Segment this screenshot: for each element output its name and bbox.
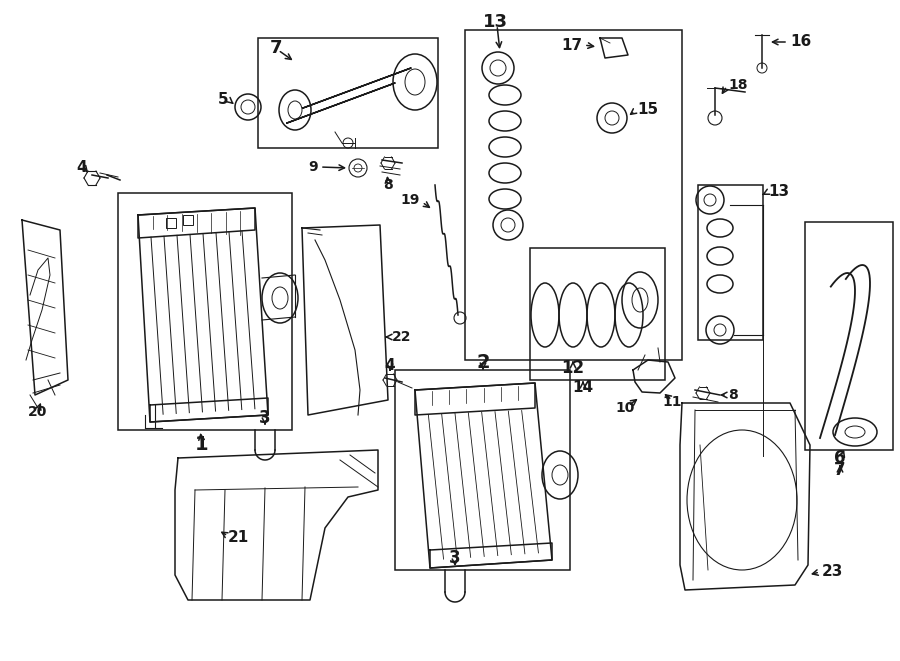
Text: 18: 18 <box>728 78 748 92</box>
Bar <box>166 218 176 228</box>
Text: 4: 4 <box>384 358 395 373</box>
Text: 4: 4 <box>76 159 87 175</box>
Text: 13: 13 <box>768 184 789 200</box>
Text: 12: 12 <box>562 359 585 377</box>
Text: 8: 8 <box>728 388 738 402</box>
Bar <box>258 38 438 148</box>
Text: 2: 2 <box>476 352 490 371</box>
Text: 7: 7 <box>834 461 846 479</box>
Text: 15: 15 <box>637 102 658 118</box>
Text: 21: 21 <box>228 531 249 545</box>
Text: 22: 22 <box>392 330 411 344</box>
Text: 1: 1 <box>195 436 209 455</box>
Text: 3: 3 <box>449 549 461 567</box>
Bar <box>530 248 665 380</box>
Text: 10: 10 <box>616 401 634 415</box>
Text: 6: 6 <box>834 449 846 467</box>
Text: 13: 13 <box>482 13 508 31</box>
Bar <box>465 30 682 360</box>
Text: 3: 3 <box>259 409 271 427</box>
Bar <box>118 193 292 430</box>
Text: 8: 8 <box>383 178 393 192</box>
Text: 5: 5 <box>218 93 228 108</box>
Bar <box>698 185 763 340</box>
Bar <box>395 370 570 570</box>
Text: 9: 9 <box>309 160 318 174</box>
Text: 11: 11 <box>662 395 682 409</box>
Text: 23: 23 <box>822 564 843 580</box>
Text: 7: 7 <box>270 39 283 57</box>
Text: 16: 16 <box>790 34 811 50</box>
Bar <box>183 215 193 225</box>
Bar <box>805 222 893 450</box>
Text: 20: 20 <box>28 405 48 419</box>
Text: 19: 19 <box>400 193 420 207</box>
Text: 17: 17 <box>561 38 582 52</box>
Text: 14: 14 <box>572 381 594 395</box>
